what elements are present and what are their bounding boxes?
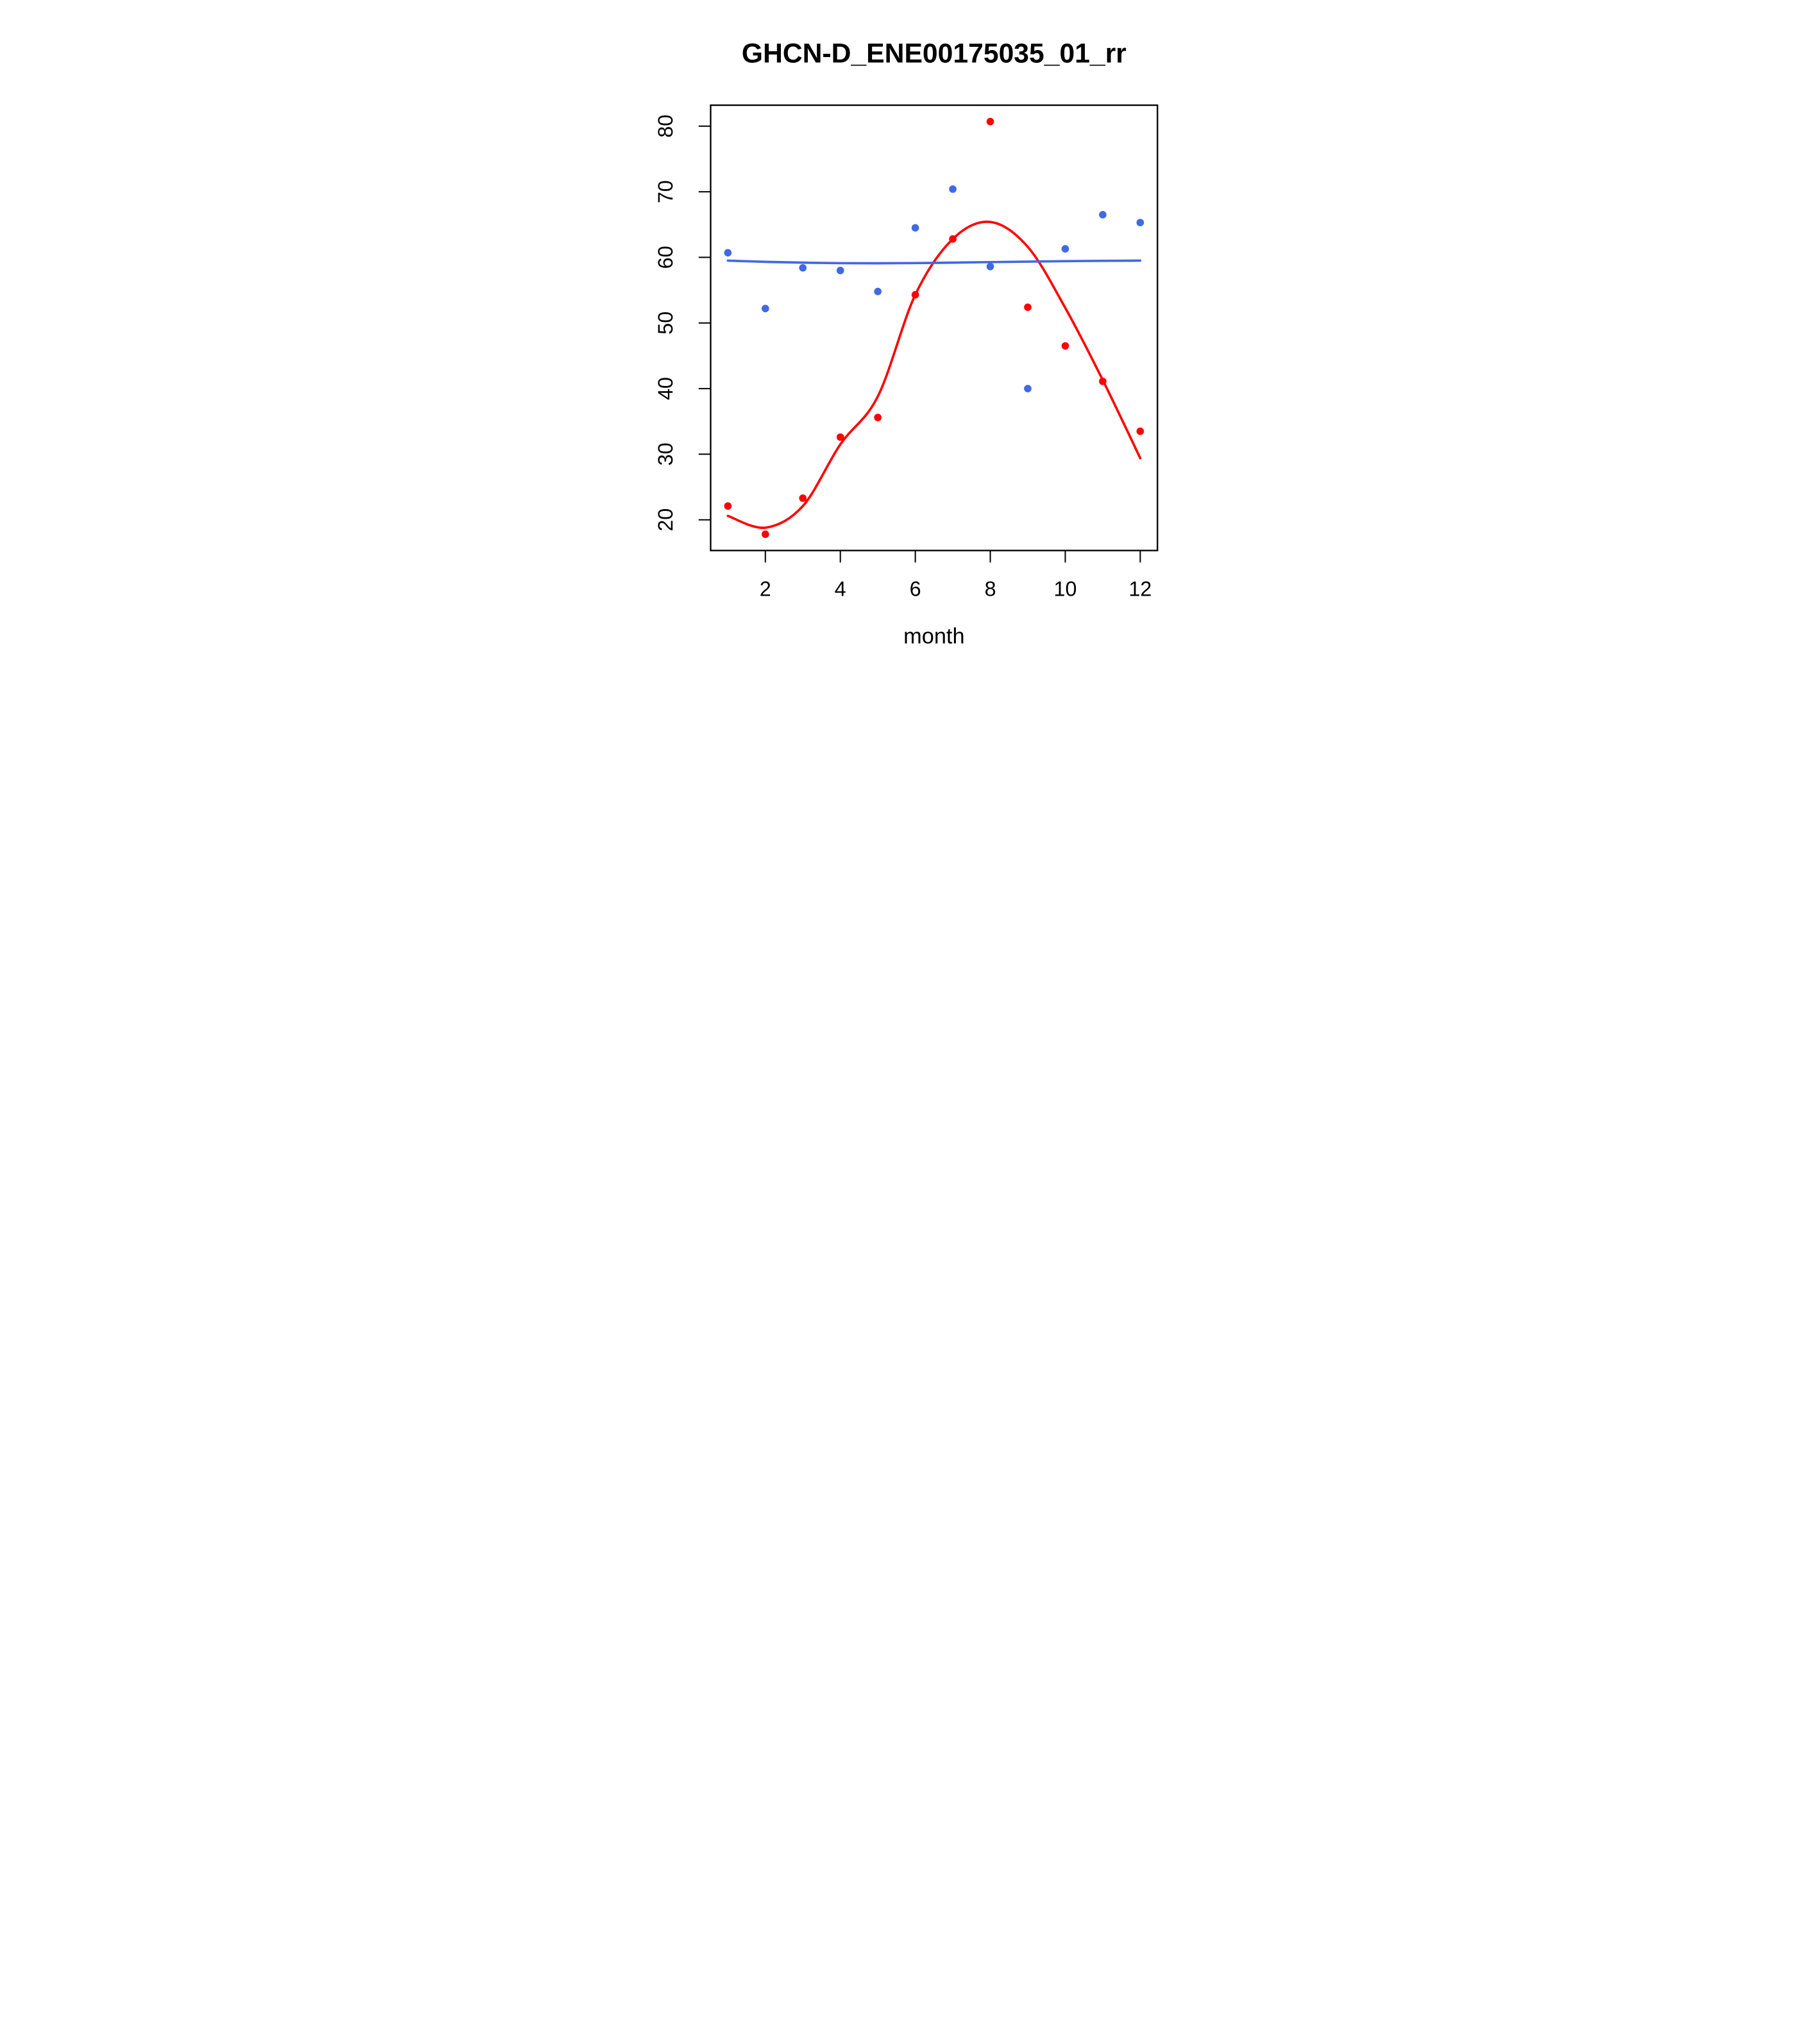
x-tick-label: 2 bbox=[759, 578, 771, 601]
y-tick-label: 20 bbox=[654, 508, 677, 532]
x-axis-ticks: 2 4 6 8 10 12 bbox=[759, 550, 1151, 601]
red-monthly-values-point bbox=[723, 502, 732, 510]
red-monthly-values-point bbox=[948, 235, 957, 243]
blue-monthly-values-point bbox=[761, 305, 769, 313]
data-points bbox=[723, 117, 1144, 539]
smooth-curves bbox=[726, 221, 1141, 529]
blue-monthly-values-point bbox=[836, 267, 844, 274]
x-axis-label: month bbox=[903, 624, 964, 649]
red-monthly-values-point bbox=[873, 414, 882, 421]
blue-monthly-values-point bbox=[911, 224, 919, 232]
y-axis-ticks: 20 30 40 50 60 70 80 bbox=[654, 115, 710, 532]
red-monthly-values-point bbox=[986, 117, 994, 126]
blue-monthly-values-point bbox=[948, 185, 957, 193]
blue-monthly-values-point bbox=[873, 287, 882, 296]
x-tick-label: 10 bbox=[1053, 578, 1076, 601]
blue-monthly-values-point bbox=[723, 249, 732, 257]
red-monthly-values-point bbox=[798, 494, 807, 502]
plot-box bbox=[709, 104, 1158, 551]
blue-monthly-values-smooth-line bbox=[726, 259, 1141, 265]
chart-figure: GHCN-D_ENE00175035_01_rr 2 4 6 8 10 12 20 30 40… bbox=[605, 0, 1212, 682]
y-tick-label: 40 bbox=[654, 377, 677, 400]
x-tick-label: 4 bbox=[834, 578, 846, 601]
x-tick-label: 12 bbox=[1128, 578, 1151, 601]
blue-monthly-values-point bbox=[1061, 245, 1069, 253]
blue-monthly-values-point bbox=[1098, 211, 1107, 219]
red-monthly-values-point bbox=[1098, 377, 1107, 385]
red-monthly-values-point bbox=[1136, 427, 1144, 435]
chart-title: GHCN-D_ENE00175035_01_rr bbox=[741, 38, 1126, 69]
red-monthly-values-point bbox=[1023, 303, 1032, 311]
blue-monthly-values-point bbox=[1136, 219, 1144, 226]
y-tick-label: 80 bbox=[654, 115, 677, 138]
y-tick-label: 70 bbox=[654, 180, 677, 203]
red-monthly-values-smooth-line bbox=[726, 221, 1141, 529]
blue-monthly-values-point bbox=[798, 264, 807, 272]
y-tick-label: 60 bbox=[654, 246, 677, 269]
red-monthly-values-point bbox=[836, 433, 844, 441]
x-tick-label: 8 bbox=[984, 578, 996, 601]
red-monthly-values-point bbox=[1061, 342, 1069, 350]
scatter-plot-svg: GHCN-D_ENE00175035_01_rr 2 4 6 8 10 12 20 30 40… bbox=[605, 0, 1212, 682]
y-tick-label: 50 bbox=[654, 312, 677, 335]
red-monthly-values-point bbox=[911, 290, 919, 299]
y-tick-label: 30 bbox=[654, 442, 677, 465]
red-monthly-values-point bbox=[761, 530, 769, 539]
x-tick-label: 6 bbox=[909, 578, 921, 601]
blue-monthly-values-point bbox=[986, 262, 994, 271]
blue-monthly-values-point bbox=[1023, 385, 1032, 392]
